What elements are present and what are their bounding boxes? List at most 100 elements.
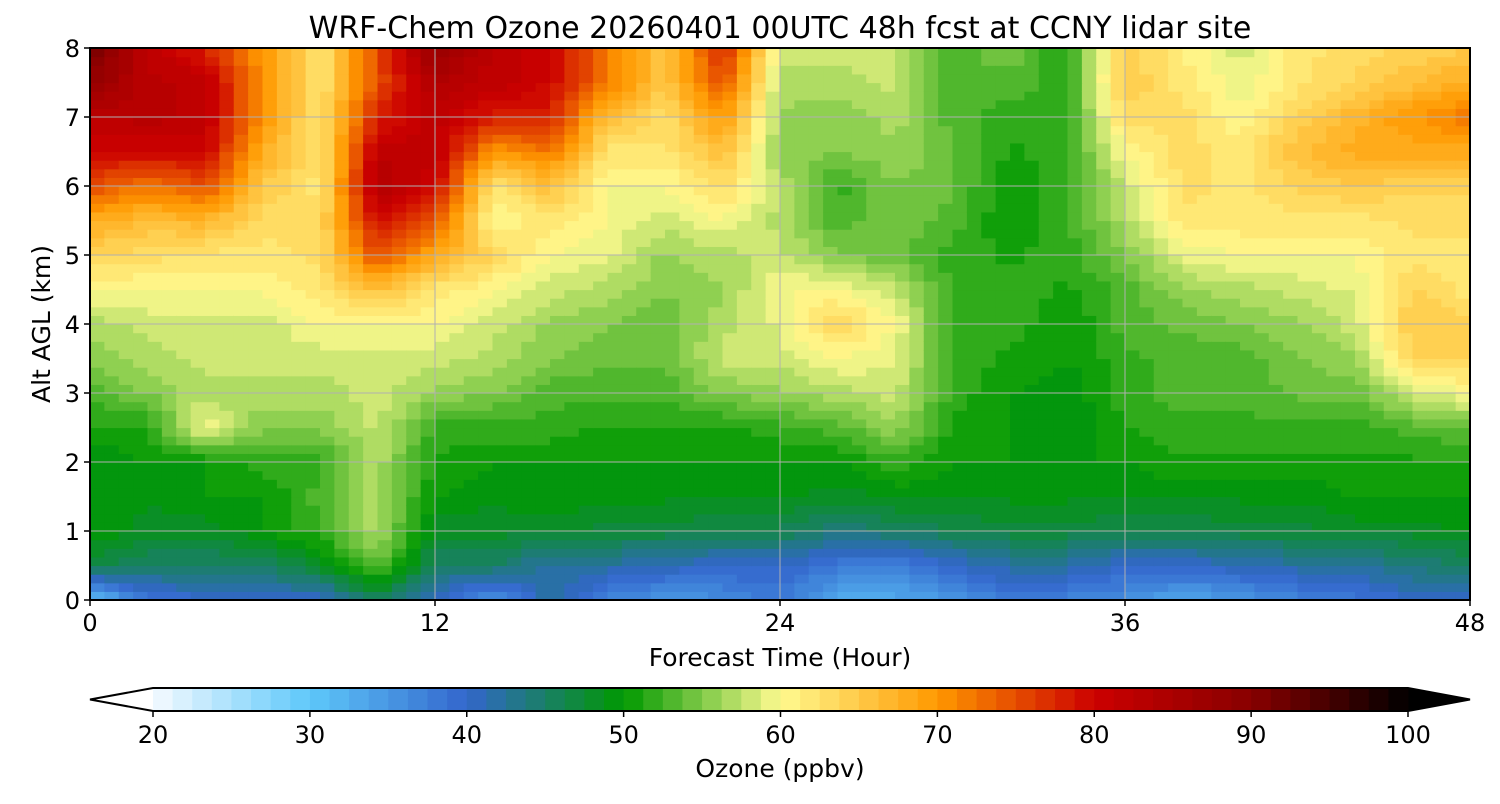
heatmap-cell bbox=[320, 99, 335, 109]
heatmap-cell bbox=[708, 418, 724, 429]
heatmap-cell bbox=[895, 591, 910, 601]
heatmap-cell bbox=[176, 470, 192, 480]
heatmap-cell bbox=[880, 134, 896, 144]
heatmap-cell bbox=[952, 48, 968, 58]
heatmap-cell bbox=[506, 315, 522, 325]
heatmap-cell bbox=[363, 237, 379, 247]
heatmap-cell bbox=[981, 229, 997, 239]
heatmap-cell bbox=[1168, 375, 1184, 385]
heatmap-cell bbox=[866, 117, 882, 127]
heatmap-cell bbox=[320, 384, 335, 394]
heatmap-cell bbox=[190, 229, 206, 239]
heatmap-cell bbox=[665, 272, 680, 282]
heatmap-cell bbox=[780, 539, 795, 549]
heatmap-cell bbox=[506, 582, 522, 592]
heatmap-cell bbox=[665, 125, 680, 135]
heatmap-cell bbox=[679, 496, 695, 506]
heatmap-cell bbox=[550, 82, 565, 92]
heatmap-cell bbox=[1153, 237, 1169, 247]
heatmap-cell bbox=[808, 591, 824, 601]
heatmap-cell bbox=[435, 108, 450, 118]
heatmap-cell bbox=[161, 298, 177, 308]
heatmap-cell bbox=[923, 418, 939, 429]
heatmap-cell bbox=[1125, 565, 1140, 575]
heatmap-cell bbox=[435, 48, 450, 58]
heatmap-cell bbox=[808, 160, 824, 170]
heatmap-cell bbox=[722, 539, 738, 549]
heatmap-cell bbox=[636, 186, 652, 196]
heatmap-cell bbox=[118, 324, 134, 334]
heatmap-cell bbox=[564, 531, 580, 541]
heatmap-cell bbox=[190, 203, 206, 213]
heatmap-cell bbox=[564, 151, 580, 161]
heatmap-cell bbox=[535, 427, 551, 437]
heatmap-cell bbox=[938, 142, 954, 153]
heatmap-cell bbox=[1196, 453, 1212, 463]
heatmap-cell bbox=[808, 246, 824, 256]
heatmap-cell bbox=[1196, 565, 1212, 575]
heatmap-cell bbox=[1010, 556, 1025, 567]
heatmap-cell bbox=[1038, 479, 1054, 489]
heatmap-cell bbox=[248, 591, 264, 601]
heatmap-cell bbox=[147, 393, 163, 403]
heatmap-cell bbox=[291, 358, 307, 368]
heatmap-cell bbox=[823, 211, 839, 222]
heatmap-cell bbox=[506, 427, 522, 437]
heatmap-cell bbox=[1053, 410, 1069, 420]
heatmap-cell bbox=[938, 531, 954, 541]
heatmap-cell bbox=[506, 48, 522, 58]
heatmap-cell bbox=[449, 574, 465, 584]
heatmap-cell bbox=[176, 513, 192, 523]
heatmap-cell bbox=[837, 263, 853, 273]
heatmap-cell bbox=[550, 548, 565, 558]
heatmap-cell bbox=[995, 436, 1011, 446]
heatmap-cell bbox=[1010, 151, 1025, 161]
heatmap-cell bbox=[564, 91, 580, 101]
heatmap-cell bbox=[90, 539, 105, 549]
heatmap-cell bbox=[1096, 324, 1112, 334]
heatmap-cell bbox=[1225, 367, 1241, 377]
heatmap-cell bbox=[851, 177, 867, 187]
heatmap-cell bbox=[1211, 505, 1227, 515]
heatmap-cell bbox=[938, 470, 954, 480]
heatmap-cell bbox=[736, 65, 752, 75]
heatmap-cell bbox=[765, 496, 781, 506]
heatmap-cell bbox=[205, 255, 220, 265]
heatmap-cell bbox=[650, 56, 666, 66]
heatmap-cell bbox=[1081, 272, 1097, 282]
heatmap-cell bbox=[995, 73, 1011, 84]
heatmap-cell bbox=[1024, 220, 1040, 230]
heatmap-cell bbox=[851, 375, 867, 385]
heatmap-cell bbox=[1168, 470, 1184, 480]
heatmap-cell bbox=[564, 194, 580, 204]
heatmap-cell bbox=[449, 289, 465, 299]
heatmap-cell bbox=[780, 513, 795, 523]
heatmap-cell bbox=[521, 505, 537, 515]
heatmap-cell bbox=[478, 574, 494, 584]
heatmap-cell bbox=[348, 436, 364, 446]
heatmap-cell bbox=[463, 565, 479, 575]
heatmap-cell bbox=[248, 306, 264, 316]
heatmap-cell bbox=[262, 125, 278, 135]
heatmap-cell bbox=[1196, 427, 1212, 437]
heatmap-cell bbox=[765, 358, 781, 368]
heatmap-cell bbox=[593, 142, 609, 153]
heatmap-cell bbox=[377, 522, 393, 532]
heatmap-cell bbox=[521, 255, 537, 265]
heatmap-cell bbox=[449, 556, 465, 567]
heatmap-cell bbox=[765, 591, 781, 601]
heatmap-cell bbox=[506, 229, 522, 239]
heatmap-cell bbox=[176, 565, 192, 575]
heatmap-cell bbox=[621, 436, 637, 446]
heatmap-cell bbox=[866, 108, 882, 118]
heatmap-cell bbox=[420, 427, 436, 437]
heatmap-cell bbox=[291, 289, 307, 299]
heatmap-cell bbox=[995, 246, 1011, 256]
heatmap-cell bbox=[780, 427, 795, 437]
heatmap-cell bbox=[1196, 496, 1212, 506]
heatmap-cell bbox=[837, 462, 853, 472]
heatmap-cell bbox=[722, 237, 738, 247]
heatmap-cell bbox=[118, 496, 134, 506]
heatmap-cell bbox=[463, 211, 479, 222]
heatmap-cell bbox=[521, 479, 537, 489]
